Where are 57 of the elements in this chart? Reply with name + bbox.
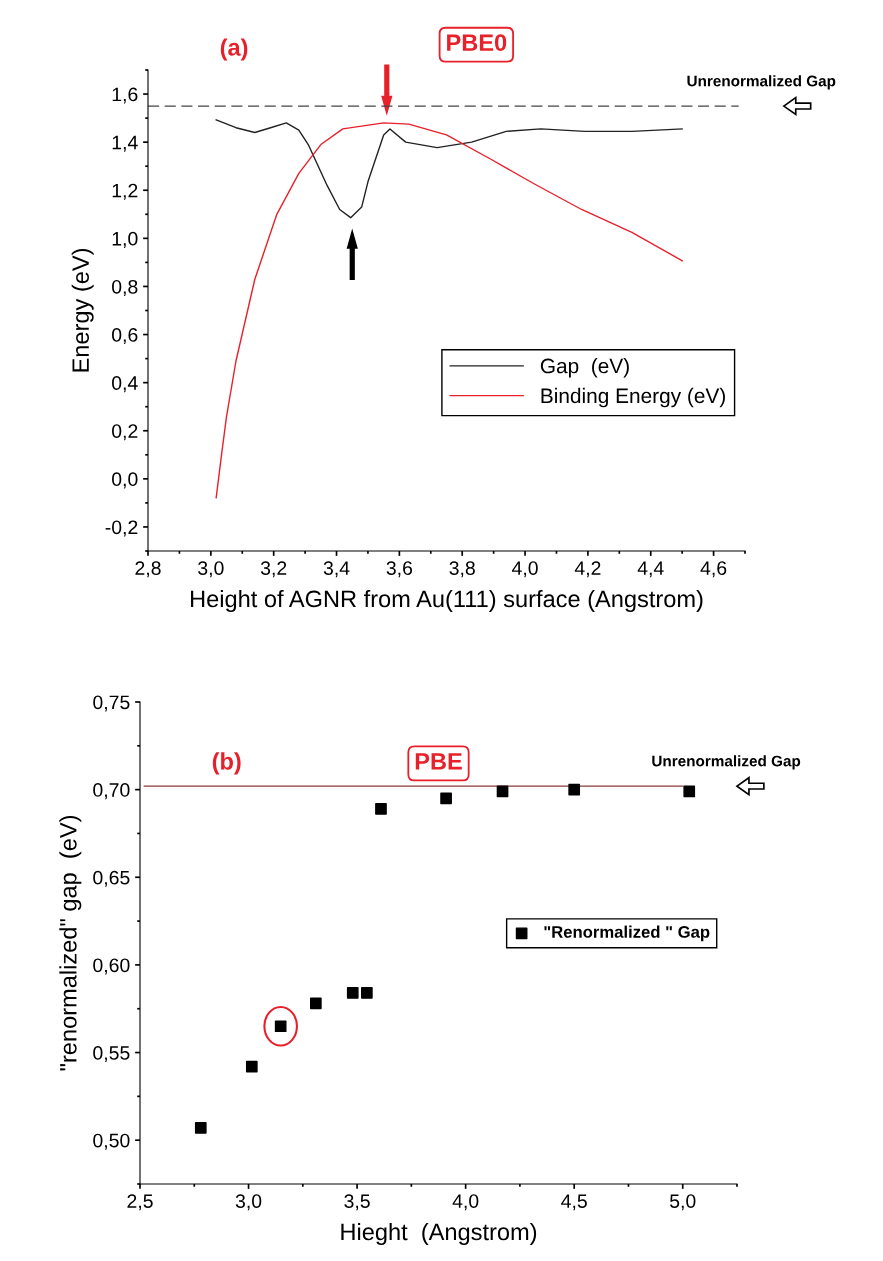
text: PBE0	[447, 34, 507, 51]
point	[346, 987, 359, 999]
x-axis-title: Height of AGNR from Au(111) surface (Angstrom)	[191, 589, 703, 612]
legend-label: "Renormalized " Gap	[544, 925, 710, 942]
y-tick-label: 0,70	[93, 783, 130, 800]
legend-label: Binding Energy (eV)	[541, 387, 725, 408]
y-tick-label: 1,2	[112, 183, 138, 200]
x-tick-label: 4,6	[700, 561, 727, 578]
point	[568, 783, 581, 796]
annotation: (b)	[212, 752, 241, 775]
x-tick-label: 5,0	[669, 1194, 696, 1211]
x-tick-label: 4,4	[637, 561, 664, 578]
y-tick-label: 0,65	[93, 870, 130, 887]
y-tick-label: 0,55	[93, 1046, 130, 1063]
y-tick-label: 1,0	[112, 231, 138, 248]
point	[496, 785, 509, 798]
point	[194, 1122, 207, 1134]
y-axis-title: "renormalized" gap (eV)	[59, 816, 82, 1071]
y-tick-label: 0,4	[112, 376, 138, 393]
y-tick-label: 0,6	[112, 328, 138, 345]
y-tick-label: 0,50	[93, 1133, 130, 1150]
y-tick-label: 1,4	[112, 135, 138, 152]
y-tick-label: 1,6	[112, 87, 138, 104]
x-tick-label: 3,6	[386, 561, 413, 578]
y-tick-label: 0,2	[112, 424, 138, 441]
legend-label: Gap (eV)	[540, 358, 629, 378]
y-tick-label: -0,2	[105, 520, 138, 537]
x-tick-label: 3,0	[198, 561, 224, 578]
x-tick-label: 4,0	[511, 561, 538, 578]
point	[245, 1060, 258, 1073]
text: (a)	[220, 38, 248, 61]
x-tick-label: 2,5	[127, 1194, 153, 1211]
x-tick-label: 4,0	[452, 1194, 479, 1211]
x-tick-label: 2,8	[135, 561, 161, 578]
x-tick-label: 3,4	[323, 561, 350, 578]
annotation: Unrenormalized Gap	[652, 755, 801, 770]
point	[309, 997, 322, 1010]
y-tick-label: 0,75	[93, 695, 130, 712]
x-tick-label: 4,2	[574, 561, 601, 578]
annotation: PBE	[415, 753, 462, 770]
point	[361, 987, 373, 999]
x-tick-label: 4,5	[561, 1194, 587, 1211]
y-tick-label: 0,60	[93, 958, 130, 975]
point	[683, 785, 696, 798]
point	[440, 792, 452, 805]
y-tick-label: 0,8	[112, 279, 138, 296]
y-tick-label: 0,0	[112, 472, 138, 489]
x-tick-label: 3,0	[235, 1194, 262, 1211]
x-tick-label: 3,5	[344, 1194, 370, 1211]
y-axis-title: Energy (eV)	[71, 248, 94, 372]
line-series	[215, 122, 683, 499]
annotation: Unrenormalized Gap	[687, 75, 836, 90]
x-tick-label: 3,2	[260, 561, 287, 578]
line-series	[215, 119, 683, 219]
x-tick-label: 3,8	[449, 561, 475, 578]
x-axis-title: Hieght (Angstrom)	[341, 1222, 537, 1245]
point	[375, 803, 387, 815]
